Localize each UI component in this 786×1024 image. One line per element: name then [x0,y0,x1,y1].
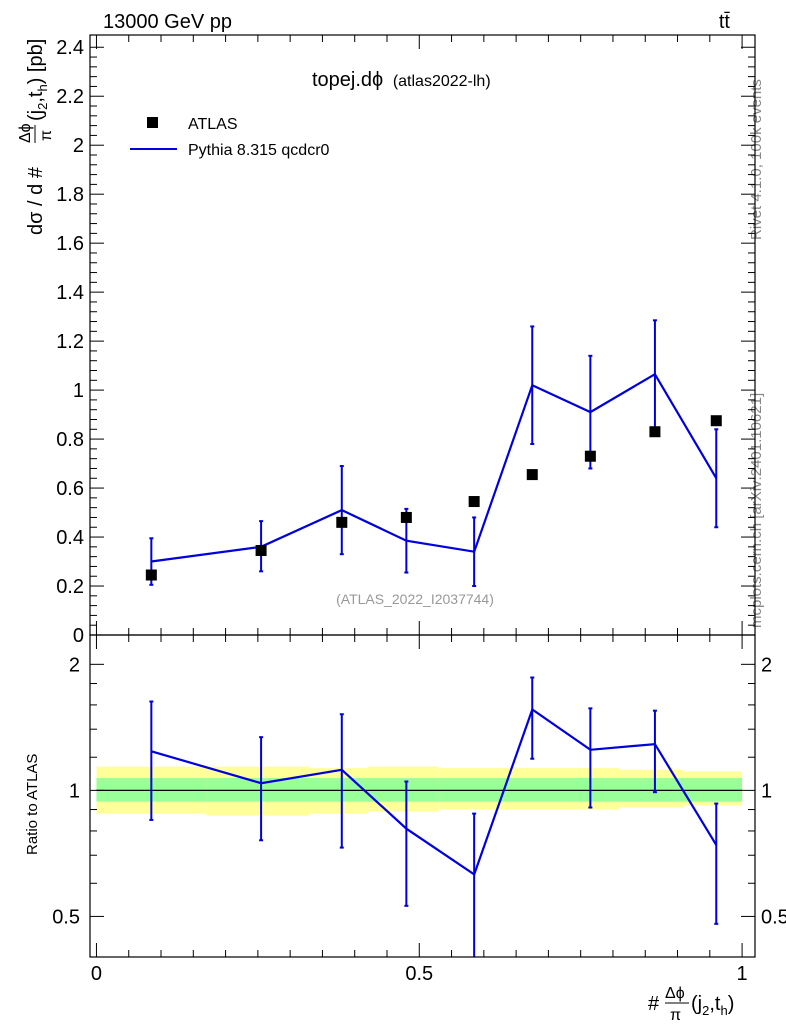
xlabel-num: Δϕ [665,985,685,1002]
atlas-point [145,569,157,581]
main-ytick-label: 0.2 [56,576,84,598]
process-label: tt̄ [719,11,731,33]
rivet-note: Rivet 4.1.0, 100k events [748,79,765,240]
legend-pythia-label: Pythia 8.315 qcdcr0 [188,142,330,159]
atlas-point [526,469,538,481]
legend-atlas-marker [147,117,158,128]
main-ytick-label: 0.6 [56,478,84,500]
ratio-xlabel: # Δϕ π (j2,th) [648,985,734,1024]
main-ytick-label: 0.4 [56,527,84,549]
ratio-ytick-label: 2 [69,654,80,676]
main-ytick-label: 1.6 [56,233,84,255]
atlas-point [400,511,412,523]
main-ytick-label: 0 [73,625,84,647]
main-axes: 0 0.2 0.4 0.6 0.8 1 1.2 1.4 1.6 1.8 2 2.2 2.4 [56,35,755,647]
main-title: topej.dϕ (atlas2022-lh) [312,69,491,91]
ratio-xtick-label: 1 [737,963,748,985]
ratio-panel: 0.5 0.5 1 1 2 2 0 0.5 1 Ratio to ATLAS # Δϕ π (j… [24,634,786,1024]
atlas-point [336,516,348,528]
ratio-axes: 0.5 0.5 1 1 2 2 0 0.5 1 [52,635,786,985]
xlabel-den: π [670,1007,681,1024]
ratio-marks [96,676,743,957]
pythia-line [151,372,718,563]
main-ytick-label: 2.4 [56,37,84,59]
atlas-point [255,545,267,557]
ratio-ytick-label-right: 2 [761,654,772,676]
main-ylabel-pre: dσ / d # [25,166,47,235]
legend-atlas-label: ATLAS [188,116,238,133]
ratio-ytick-label: 0.5 [52,906,80,928]
main-ytick-label: 2 [73,135,84,157]
main-panel: 0 0.2 0.4 0.6 0.8 1 1.2 1.4 1.6 1.8 2 2.2 2.4 topej.… [17,34,756,647]
ratio-xtick-label: 0.5 [405,963,433,985]
main-ytick-label: 1.8 [56,184,84,206]
ratio-ytick-label-right: 1 [761,780,772,802]
atlas-point [649,426,661,438]
main-ytick-label: 1.4 [56,282,84,304]
ratio-ytick-label: 1 [69,780,80,802]
main-title-suffix: (atlas2022-lh) [393,73,491,90]
ratio-frame [89,634,756,958]
main-ylabel-post: (j2,th) [pb] [25,39,50,121]
mcplots-note: mcplots.cern.ch [arXiv:2401.10621] [748,393,765,628]
ratio-ylabel: Ratio to ATLAS [24,754,41,855]
atlas-point [710,415,722,427]
main-title-text: topej.dϕ [312,69,383,91]
main-ytick-label: 1 [73,380,84,402]
ratio-xtick-label: 0 [91,963,102,985]
main-ytick-label: 2.2 [56,86,84,108]
energy-label: 13000 GeV pp [103,11,232,33]
xlabel-post: (j2,th) [691,993,734,1018]
watermark: (ATLAS_2022_I2037744) [336,591,494,607]
main-ylabel: dσ / d # Δϕ π (j2,th) [pb] [17,39,55,235]
main-ylabel-den: π [38,130,55,141]
atlas-point [468,496,480,508]
main-ylabel-num: Δϕ [17,123,34,143]
legend: ATLAS Pythia 8.315 qcdcr0 [130,116,330,159]
main-ytick-label: 0.8 [56,429,84,451]
main-marks [145,319,722,588]
ratio-ytick-label-right: 0.5 [761,906,786,928]
main-ytick-label: 1.2 [56,331,84,353]
xlabel-pre: # [648,993,660,1015]
atlas-point [584,450,596,462]
